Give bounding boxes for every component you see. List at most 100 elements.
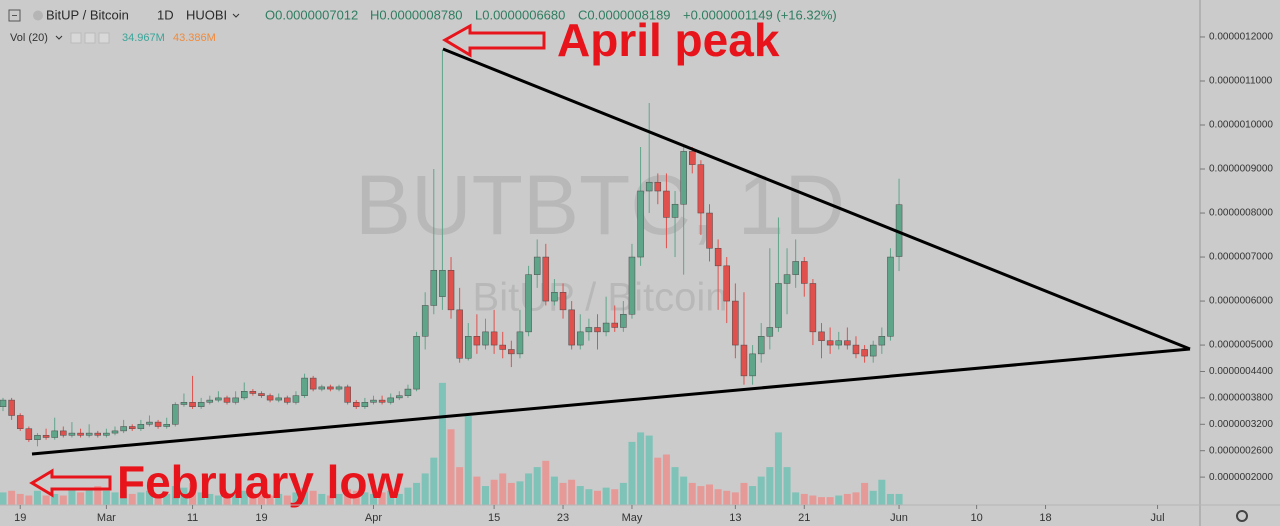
- candle-body: [335, 386, 343, 390]
- volume-bar: [585, 489, 593, 505]
- volume-bar: [292, 492, 300, 505]
- x-tick-label: 23: [557, 512, 569, 524]
- x-tick-label: Mar: [97, 512, 116, 524]
- volume-bar: [430, 457, 438, 505]
- volume-bar: [171, 486, 179, 505]
- candle-body: [602, 322, 610, 333]
- volume-layer: [0, 382, 903, 505]
- y-tick-label: 0.0000007000: [1209, 252, 1273, 263]
- annotation: April peak: [557, 14, 780, 66]
- volume-bar: [266, 495, 274, 505]
- candle-body: [620, 314, 627, 328]
- y-tick-label: 0.0000003200: [1209, 419, 1273, 430]
- volume-bar: [680, 476, 688, 505]
- volume-name[interactable]: Vol (20): [10, 32, 48, 44]
- symbol-icon: [33, 10, 43, 21]
- volume-bar: [77, 492, 85, 505]
- header: BitUP / Bitcoin 1D HUOBI O0.0000007012 H…: [8, 7, 837, 44]
- candle-body: [499, 344, 506, 350]
- settings-gear[interactable]: [1236, 510, 1248, 522]
- candle-body: [852, 344, 860, 355]
- candle-body: [94, 432, 102, 436]
- candle-body: [473, 336, 481, 346]
- volume-bar: [240, 490, 248, 505]
- volume-bar: [662, 454, 670, 505]
- dropdown-icon[interactable]: [55, 35, 63, 40]
- volume-bar: [818, 497, 826, 505]
- close-value: C0.0000008189: [578, 7, 671, 22]
- watermark-symbol: BUTBTC, 1D: [355, 158, 845, 252]
- volume-bar: [886, 493, 894, 505]
- volume-bar: [163, 493, 171, 505]
- y-tick-label: 0.0000012000: [1209, 32, 1273, 43]
- candle-body: [559, 292, 567, 311]
- collapse-icon[interactable]: [8, 9, 21, 22]
- volume-bar: [464, 415, 472, 505]
- candle-body: [757, 336, 765, 355]
- candle-body: [645, 181, 653, 192]
- candle-body: [680, 151, 687, 205]
- y-tick-label: 0.0000010000: [1209, 120, 1273, 131]
- candle-body: [172, 404, 179, 425]
- candle-body: [594, 327, 601, 333]
- symbol[interactable]: BitUP / Bitcoin: [46, 7, 129, 22]
- candle-body: [34, 435, 41, 440]
- legend-button[interactable]: [70, 32, 82, 44]
- volume-bar: [197, 492, 205, 505]
- candle-body: [284, 397, 291, 403]
- volume-bar: [749, 486, 757, 505]
- volume-bar: [438, 382, 446, 505]
- volume-bar: [576, 486, 584, 505]
- volume-bar: [326, 495, 334, 505]
- volume-bar: [68, 487, 76, 505]
- volume-bar: [249, 493, 257, 505]
- legend-button[interactable]: [98, 32, 110, 44]
- candle-body: [413, 336, 420, 390]
- volume-bar: [697, 486, 705, 505]
- x-tick-label: 19: [255, 512, 267, 524]
- volume-bar: [180, 487, 188, 505]
- high-value: H0.0000008780: [370, 7, 463, 22]
- candle-body: [783, 274, 791, 284]
- drawings: April peak February low: [29, 14, 1191, 508]
- candle-body: [266, 395, 274, 401]
- settings-icon[interactable]: [1236, 510, 1248, 522]
- candle-body: [732, 300, 739, 346]
- candle-body: [16, 415, 24, 429]
- volume-bar: [559, 482, 567, 505]
- volume-bar: [102, 490, 110, 505]
- candle-body: [240, 391, 248, 399]
- volume-bar: [387, 490, 395, 505]
- volume-bar: [0, 492, 7, 505]
- volume-bar: [257, 495, 265, 505]
- candle-body: [258, 393, 265, 396]
- volume-bar: [275, 493, 283, 505]
- volume-bar: [137, 492, 145, 505]
- candle-body: [430, 269, 438, 306]
- candle-body: [60, 430, 67, 436]
- volume-bar: [774, 432, 782, 505]
- volume-bar: [895, 493, 903, 505]
- candle-body: [465, 336, 472, 359]
- volume-value: 34.967M: [122, 32, 165, 44]
- legend-button[interactable]: [84, 32, 96, 44]
- exchange[interactable]: HUOBI: [186, 7, 227, 22]
- x-tick-label: 15: [488, 512, 500, 524]
- candle-body: [103, 432, 110, 436]
- candle-body: [275, 397, 282, 401]
- volume-bar: [706, 484, 714, 505]
- candle-body: [749, 353, 756, 377]
- volume-bar: [783, 467, 791, 505]
- volume-bar: [602, 487, 610, 505]
- y-tick-label: 0.0000003800: [1209, 393, 1273, 404]
- volume-bar: [8, 490, 16, 505]
- volume-bar: [42, 495, 50, 505]
- dropdown-icon[interactable]: [232, 13, 240, 18]
- volume-bar: [16, 493, 24, 505]
- interval[interactable]: 1D: [157, 7, 174, 22]
- volume-bar: [51, 493, 59, 505]
- volume-bar: [223, 493, 231, 505]
- volume-bar: [404, 487, 412, 505]
- candle-body: [292, 395, 300, 403]
- volume-bar: [878, 479, 886, 505]
